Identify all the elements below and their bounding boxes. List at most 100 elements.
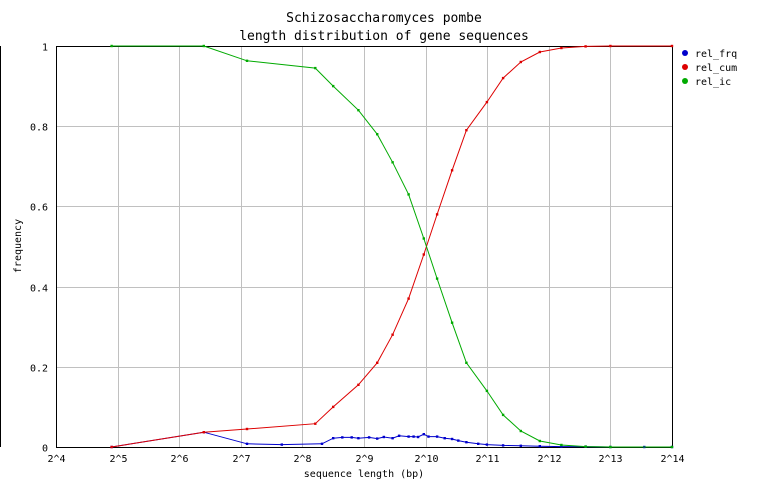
data-point-rel_frq [357,437,360,440]
data-point-rel_ic [110,44,113,48]
data-point-rel_frq [382,435,385,439]
data-point-rel_cum [391,333,394,336]
data-point-rel_frq [465,441,468,444]
data-point-rel_cum [110,445,113,449]
data-point-rel_cum [314,422,317,425]
legend-label: rel_frq [695,49,737,60]
y-tick-label: 1 [42,43,48,54]
x-tick-label: 2^5 [109,454,127,465]
data-point-rel_ic [407,193,410,196]
data-point-rel_ic [202,44,205,48]
x-tick-label: 2^10 [414,454,438,465]
legend: rel_frq rel_cum rel_ic [682,49,737,88]
data-point-rel_ic [670,445,674,449]
chart-subtitle: length distribution of gene sequences [239,29,529,44]
data-point-rel_frq [560,445,563,448]
data-point-rel_frq [519,444,522,447]
data-point-rel_frq [280,443,283,446]
legend-marker-rel_cum [682,64,688,70]
data-point-rel_cum [450,169,454,172]
data-point-rel_ic [357,109,360,112]
data-point-rel_cum [485,100,489,104]
legend-label: rel_cum [695,63,737,74]
data-point-rel_frq [501,444,505,447]
data-point-rel_frq [320,442,324,445]
y-tick-label: 0.6 [30,203,48,214]
data-point-rel_frq [477,442,480,445]
x-tick-label: 2^11 [475,454,499,465]
data-point-rel_cum [422,253,425,256]
y-tick-label: 0.4 [30,284,48,295]
data-point-rel_ic [435,277,439,280]
y-tick-label: 0.2 [30,364,48,375]
data-point-rel_frq [422,433,425,436]
data-point-rel_ic [609,445,612,449]
data-point-rel_cum [609,44,612,48]
x-tick-label: 2^7 [232,454,250,465]
data-point-rel_cum [357,383,360,386]
data-point-rel_cum [519,60,522,64]
data-point-rel_ic [391,161,394,164]
data-point-rel_frq [407,435,410,438]
series-rel_ic [110,44,674,449]
series-layer [110,44,674,449]
data-point-rel_frq [485,443,489,446]
data-point-rel_frq [367,436,371,439]
data-point-rel_cum [501,76,505,80]
plot-area-border [56,46,673,448]
series-line-rel_frq [111,431,672,448]
data-point-rel_cum [332,405,335,409]
data-point-rel_frq [457,439,460,442]
x-tick-label: 2^8 [293,454,311,465]
data-point-rel_ic [465,361,468,364]
data-point-rel_frq [341,436,344,439]
data-point-rel_ic [376,133,379,136]
data-point-rel_ic [314,66,317,70]
x-tick-label: 2^9 [355,454,373,465]
x-tick-label: 2^14 [660,454,684,465]
y-axis-label: frequency [13,219,24,273]
x-tick-label: 2^13 [598,454,622,465]
chart-title: Schizosaccharomyces pombe [286,11,482,26]
y-tick-label: 0 [42,444,48,455]
data-point-rel_ic [501,413,505,417]
data-point-rel_ic [584,445,587,448]
x-tick-labels: 2^4 2^5 2^6 2^7 2^8 2^9 2^10 2^11 2^12 2^13 2^14 [47,454,684,465]
data-point-rel_cum [465,129,468,132]
data-point-rel_frq [376,437,379,440]
data-point-rel_cum [245,427,249,431]
data-point-rel_cum [560,46,563,50]
legend-marker-rel_frq [682,50,688,56]
data-point-rel_frq [391,437,394,440]
data-point-rel_frq [332,437,335,440]
data-point-rel_ic [485,389,489,393]
data-point-rel_cum [407,297,410,300]
data-point-rel_frq [416,435,420,439]
data-point-rel_frq [397,434,401,437]
data-point-rel_ic [560,443,563,447]
legend-marker-rel_ic [682,78,688,84]
data-point-rel_ic [245,59,249,62]
data-point-rel_ic [519,429,522,433]
data-point-rel_frq [435,435,439,438]
data-point-rel_cum [670,44,674,48]
data-point-rel_cum [584,45,587,48]
data-point-rel_ic [422,237,425,240]
data-point-rel_frq [412,435,415,438]
y-tick-label: 0.8 [30,123,48,134]
x-tick-label: 2^4 [47,454,65,465]
data-point-rel_ic [332,84,335,88]
data-point-rel_frq [443,437,446,440]
data-point-rel_cum [538,50,541,54]
data-point-rel_ic [538,439,541,443]
data-point-rel_frq [538,445,541,448]
data-point-rel_ic [450,321,454,324]
x-tick-label: 2^6 [170,454,188,465]
legend-label: rel_ic [695,77,731,88]
data-point-rel_frq [350,436,353,439]
x-tick-label: 2^12 [537,454,561,465]
data-point-rel_cum [202,431,205,434]
y-tick-labels: 0 0.2 0.4 0.6 0.8 1 [30,43,48,455]
